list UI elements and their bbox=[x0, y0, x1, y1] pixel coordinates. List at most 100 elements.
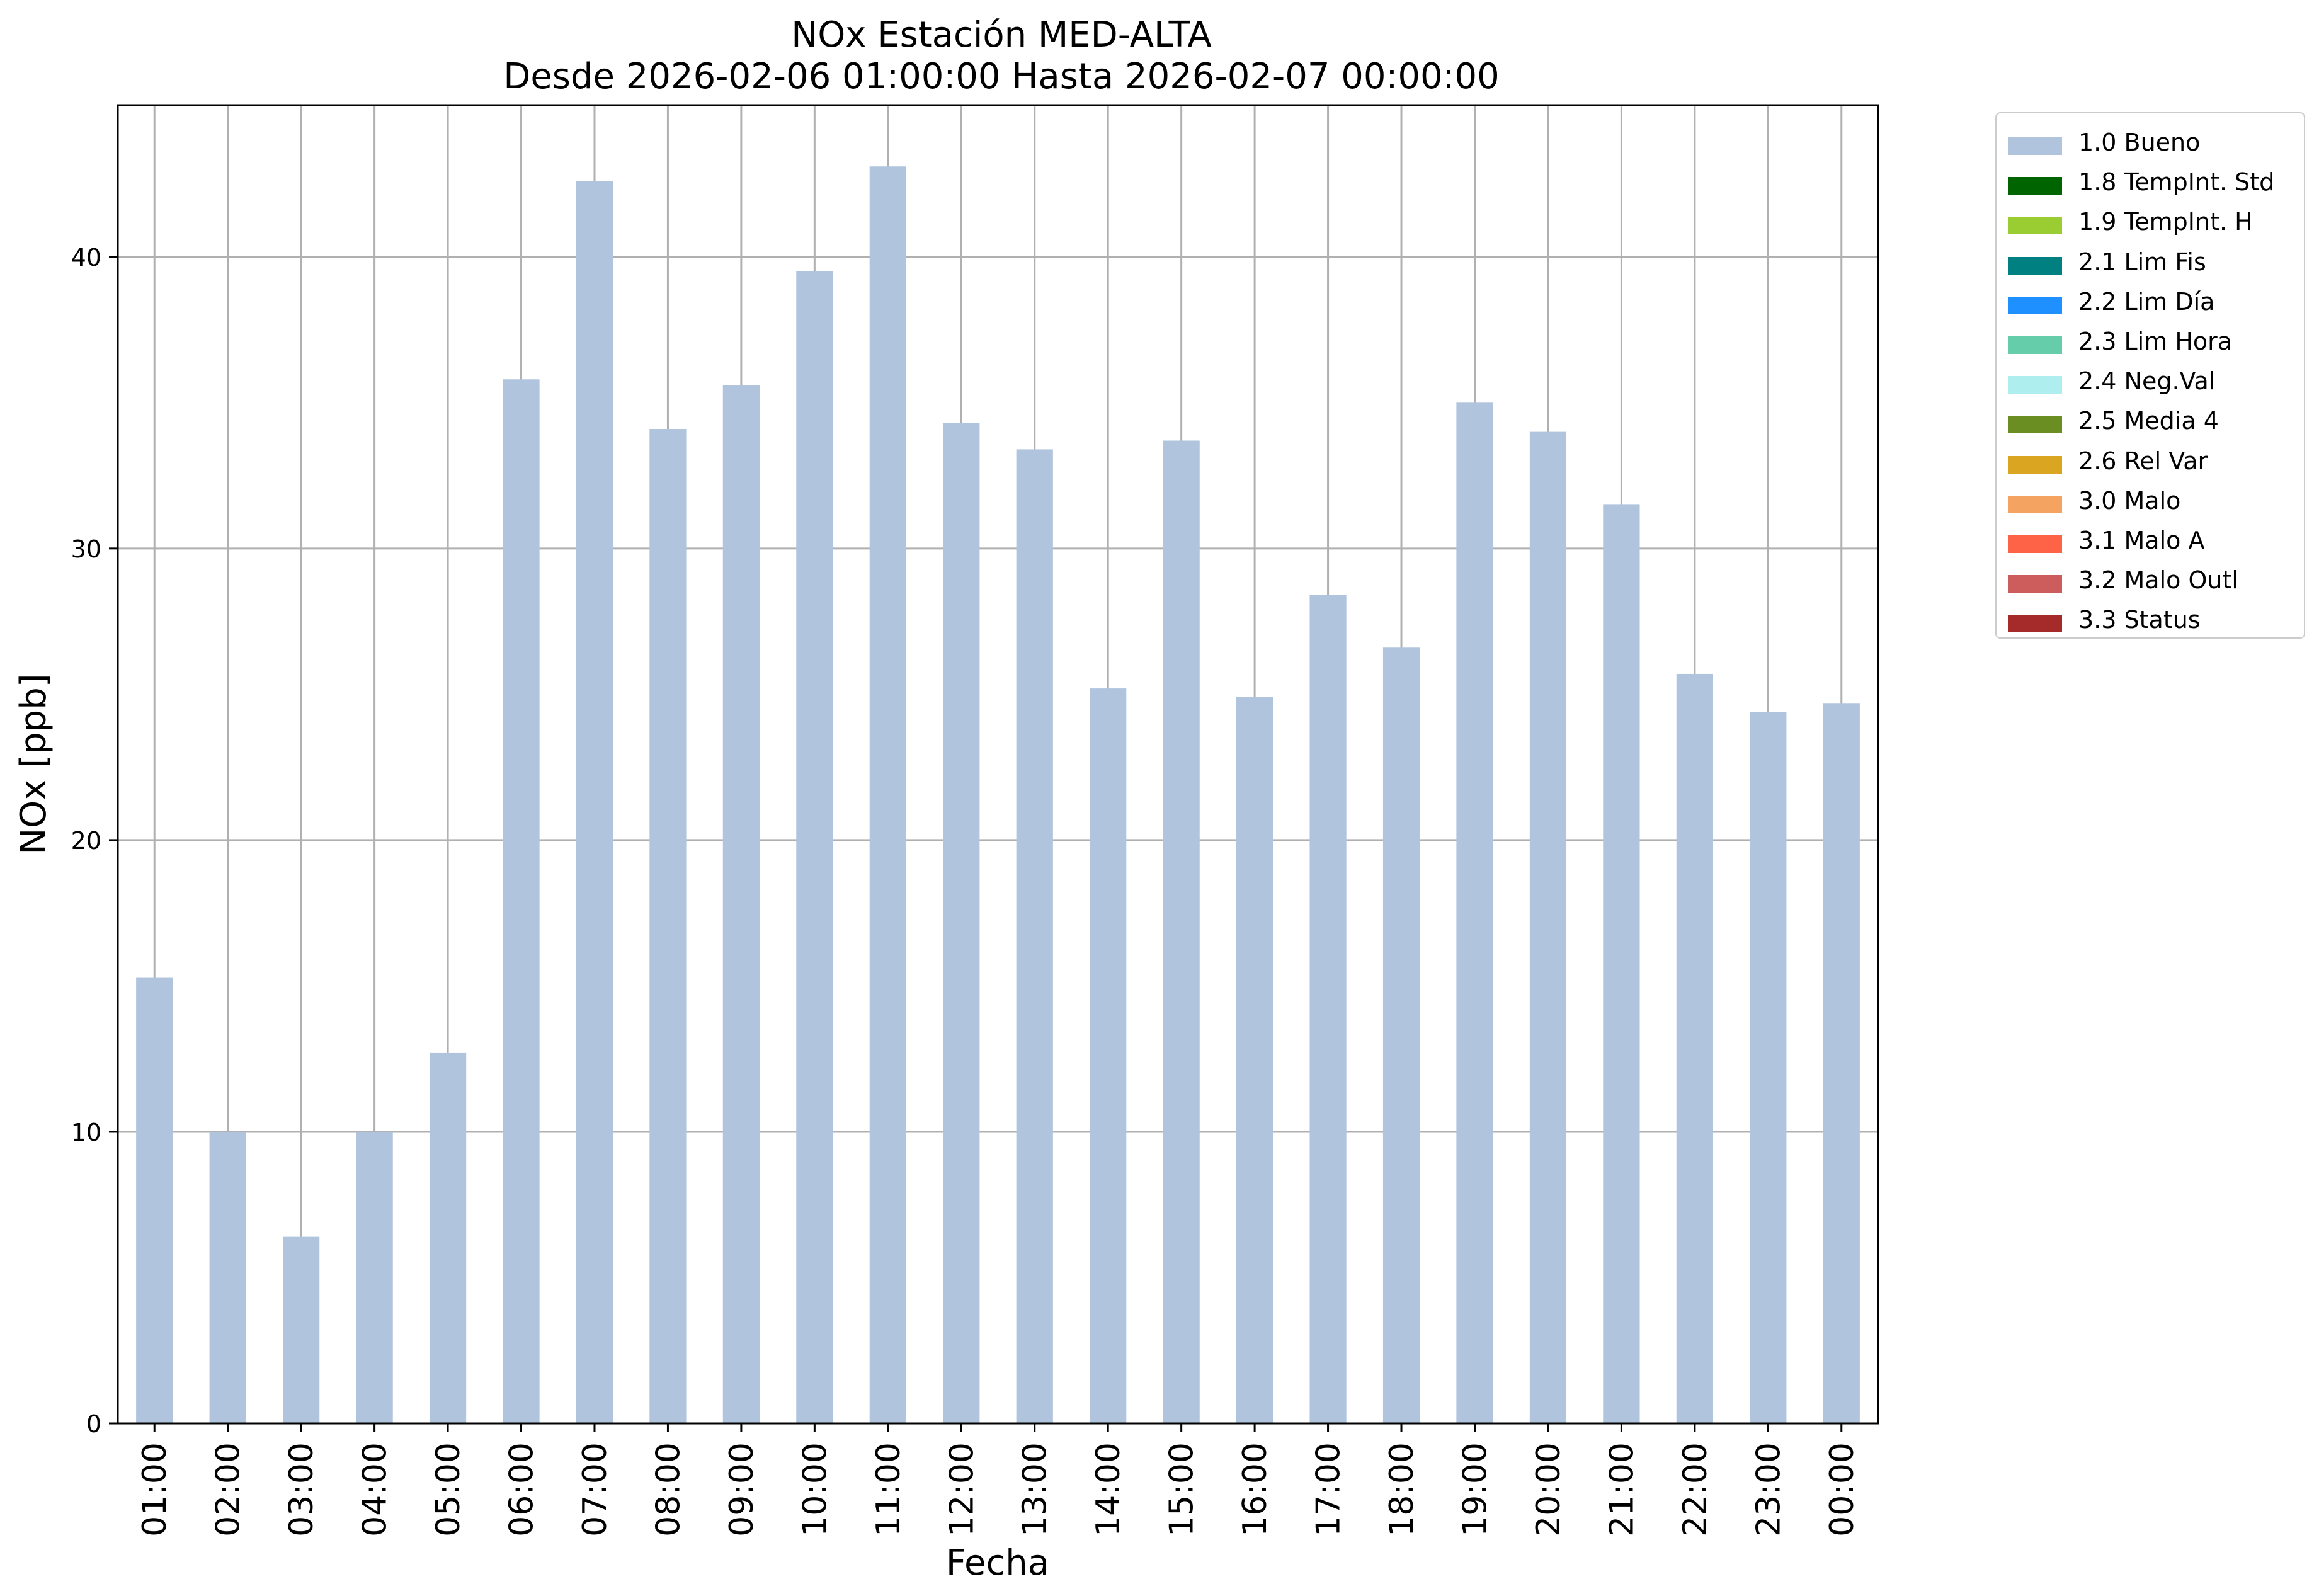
x-tick-label: 18:00 bbox=[1383, 1442, 1421, 1537]
bar-10:00 bbox=[796, 271, 833, 1423]
legend-label: 1.9 TempInt. H bbox=[2078, 208, 2253, 236]
bar-13:00 bbox=[1016, 449, 1053, 1424]
legend-item: 2.2 Lim Día bbox=[1997, 285, 2304, 323]
bar-03:00 bbox=[283, 1236, 320, 1423]
x-ticks: 01:00 02:00 03:00 04:00 05:00 06:00 07:00 08:00… bbox=[136, 1423, 1861, 1537]
legend-item: 3.3 Status bbox=[1997, 603, 2304, 641]
x-tick-label: 02:00 bbox=[210, 1442, 248, 1537]
bar-05:00 bbox=[429, 1052, 467, 1423]
chart-subtitle: Desde 2026-02-06 01:00:00 Hasta 2026-02-… bbox=[503, 56, 1500, 97]
y-axis-label: NOx [ppb] bbox=[13, 673, 54, 854]
legend-label: 2.1 Lim Fis bbox=[2078, 248, 2206, 276]
legend-swatch bbox=[2008, 336, 2062, 354]
x-tick-label: 22:00 bbox=[1677, 1442, 1714, 1537]
bar-06:00 bbox=[503, 379, 540, 1423]
bar-14:00 bbox=[1090, 688, 1127, 1423]
legend-swatch bbox=[2008, 455, 2062, 474]
bar-23:00 bbox=[1750, 712, 1787, 1423]
legend-swatch bbox=[2008, 256, 2062, 275]
legend-swatch bbox=[2008, 217, 2062, 235]
legend-label: 2.4 Neg.Val bbox=[2078, 367, 2216, 396]
x-axis-label: Fecha bbox=[946, 1542, 1049, 1583]
x-tick-label: 20:00 bbox=[1530, 1442, 1568, 1537]
x-tick-label: 23:00 bbox=[1750, 1442, 1787, 1537]
bar-00:00 bbox=[1823, 703, 1860, 1423]
y-tick-label: 10 bbox=[71, 1119, 101, 1146]
legend-swatch bbox=[2008, 296, 2062, 314]
legend-label: 1.0 Bueno bbox=[2078, 128, 2201, 156]
legend-label: 3.0 Malo bbox=[2078, 486, 2181, 515]
x-tick-label: 06:00 bbox=[503, 1442, 541, 1537]
legend-swatch bbox=[2008, 495, 2062, 513]
bar-15:00 bbox=[1163, 440, 1200, 1424]
x-tick-label: 17:00 bbox=[1310, 1442, 1348, 1537]
legend-item: 1.9 TempInt. H bbox=[1997, 205, 2304, 243]
legend-label: 2.5 Media 4 bbox=[2078, 407, 2219, 435]
bar-02:00 bbox=[209, 1131, 246, 1423]
x-tick-label: 14:00 bbox=[1090, 1442, 1127, 1537]
legend-swatch bbox=[2008, 535, 2062, 553]
y-tick-label: 40 bbox=[71, 244, 101, 271]
bar-16:00 bbox=[1236, 697, 1273, 1423]
plot-frame bbox=[117, 104, 1879, 1425]
x-tick-label: 04:00 bbox=[356, 1442, 394, 1537]
legend-item: 1.8 TempInt. Std bbox=[1997, 166, 2304, 203]
bar-19:00 bbox=[1456, 402, 1493, 1423]
legend-label: 3.2 Malo Outl bbox=[2078, 566, 2238, 595]
bar-11:00 bbox=[869, 166, 906, 1423]
legend-swatch bbox=[2008, 376, 2062, 394]
bar-12:00 bbox=[943, 423, 980, 1423]
x-tick-label: 10:00 bbox=[796, 1442, 834, 1537]
legend-label: 2.6 Rel Var bbox=[2078, 447, 2208, 475]
x-tick-label: 21:00 bbox=[1603, 1442, 1641, 1537]
legend-item: 2.4 Neg.Val bbox=[1997, 365, 2304, 402]
bar-17:00 bbox=[1309, 595, 1347, 1423]
x-tick-label: 16:00 bbox=[1236, 1442, 1274, 1537]
y-tick-label: 20 bbox=[71, 827, 101, 855]
bar-04:00 bbox=[356, 1131, 393, 1423]
legend-item: 3.0 Malo bbox=[1997, 484, 2304, 522]
legend-label: 3.1 Malo A bbox=[2078, 527, 2205, 554]
legend-item: 3.1 Malo A bbox=[1997, 524, 2304, 562]
legend-swatch bbox=[2008, 615, 2062, 633]
legend-item: 2.1 Lim Fis bbox=[1997, 246, 2304, 283]
x-tick-label: 01:00 bbox=[136, 1442, 174, 1537]
x-tick-label: 03:00 bbox=[283, 1442, 321, 1537]
x-tick-label: 05:00 bbox=[430, 1442, 467, 1537]
legend-swatch bbox=[2008, 137, 2062, 155]
legend-label: 1.8 TempInt. Std bbox=[2078, 168, 2275, 197]
x-tick-label: 12:00 bbox=[943, 1442, 981, 1537]
legend-item: 1.0 Bueno bbox=[1997, 126, 2304, 164]
bar-22:00 bbox=[1676, 673, 1713, 1423]
y-tick-label: 0 bbox=[86, 1410, 101, 1438]
x-tick-label: 00:00 bbox=[1823, 1442, 1861, 1537]
legend-item: 2.6 Rel Var bbox=[1997, 445, 2304, 482]
legend: 1.0 Bueno 1.8 TempInt. Std 1.9 TempInt. H 2… bbox=[1995, 112, 2305, 639]
bar-01:00 bbox=[136, 977, 173, 1423]
x-tick-label: 15:00 bbox=[1163, 1442, 1201, 1537]
x-tick-label: 19:00 bbox=[1456, 1442, 1494, 1537]
bar-07:00 bbox=[576, 181, 613, 1423]
legend-label: 2.2 Lim Día bbox=[2078, 287, 2215, 316]
legend-swatch bbox=[2008, 177, 2062, 195]
bar-08:00 bbox=[649, 428, 687, 1423]
legend-swatch bbox=[2008, 416, 2062, 434]
bar-09:00 bbox=[722, 385, 760, 1423]
x-tick-label: 13:00 bbox=[1017, 1442, 1054, 1537]
x-tick-label: 08:00 bbox=[649, 1442, 687, 1537]
bars bbox=[136, 166, 1860, 1424]
x-tick-label: 11:00 bbox=[870, 1442, 908, 1537]
legend-item: 2.3 Lim Hora bbox=[1997, 325, 2304, 363]
bar-21:00 bbox=[1603, 504, 1640, 1423]
bar-20:00 bbox=[1529, 431, 1567, 1424]
x-tick-label: 09:00 bbox=[723, 1442, 761, 1537]
legend-label: 2.3 Lim Hora bbox=[2078, 328, 2233, 355]
chart-title: NOx Estación MED-ALTA bbox=[791, 14, 1212, 55]
legend-item: 2.5 Media 4 bbox=[1997, 404, 2304, 442]
legend-swatch bbox=[2008, 575, 2062, 593]
legend-label: 3.3 Status bbox=[2078, 606, 2201, 634]
x-tick-label: 07:00 bbox=[576, 1442, 614, 1537]
y-tick-label: 30 bbox=[71, 535, 101, 563]
y-ticks: 0 10 20 30 40 bbox=[71, 244, 118, 1438]
